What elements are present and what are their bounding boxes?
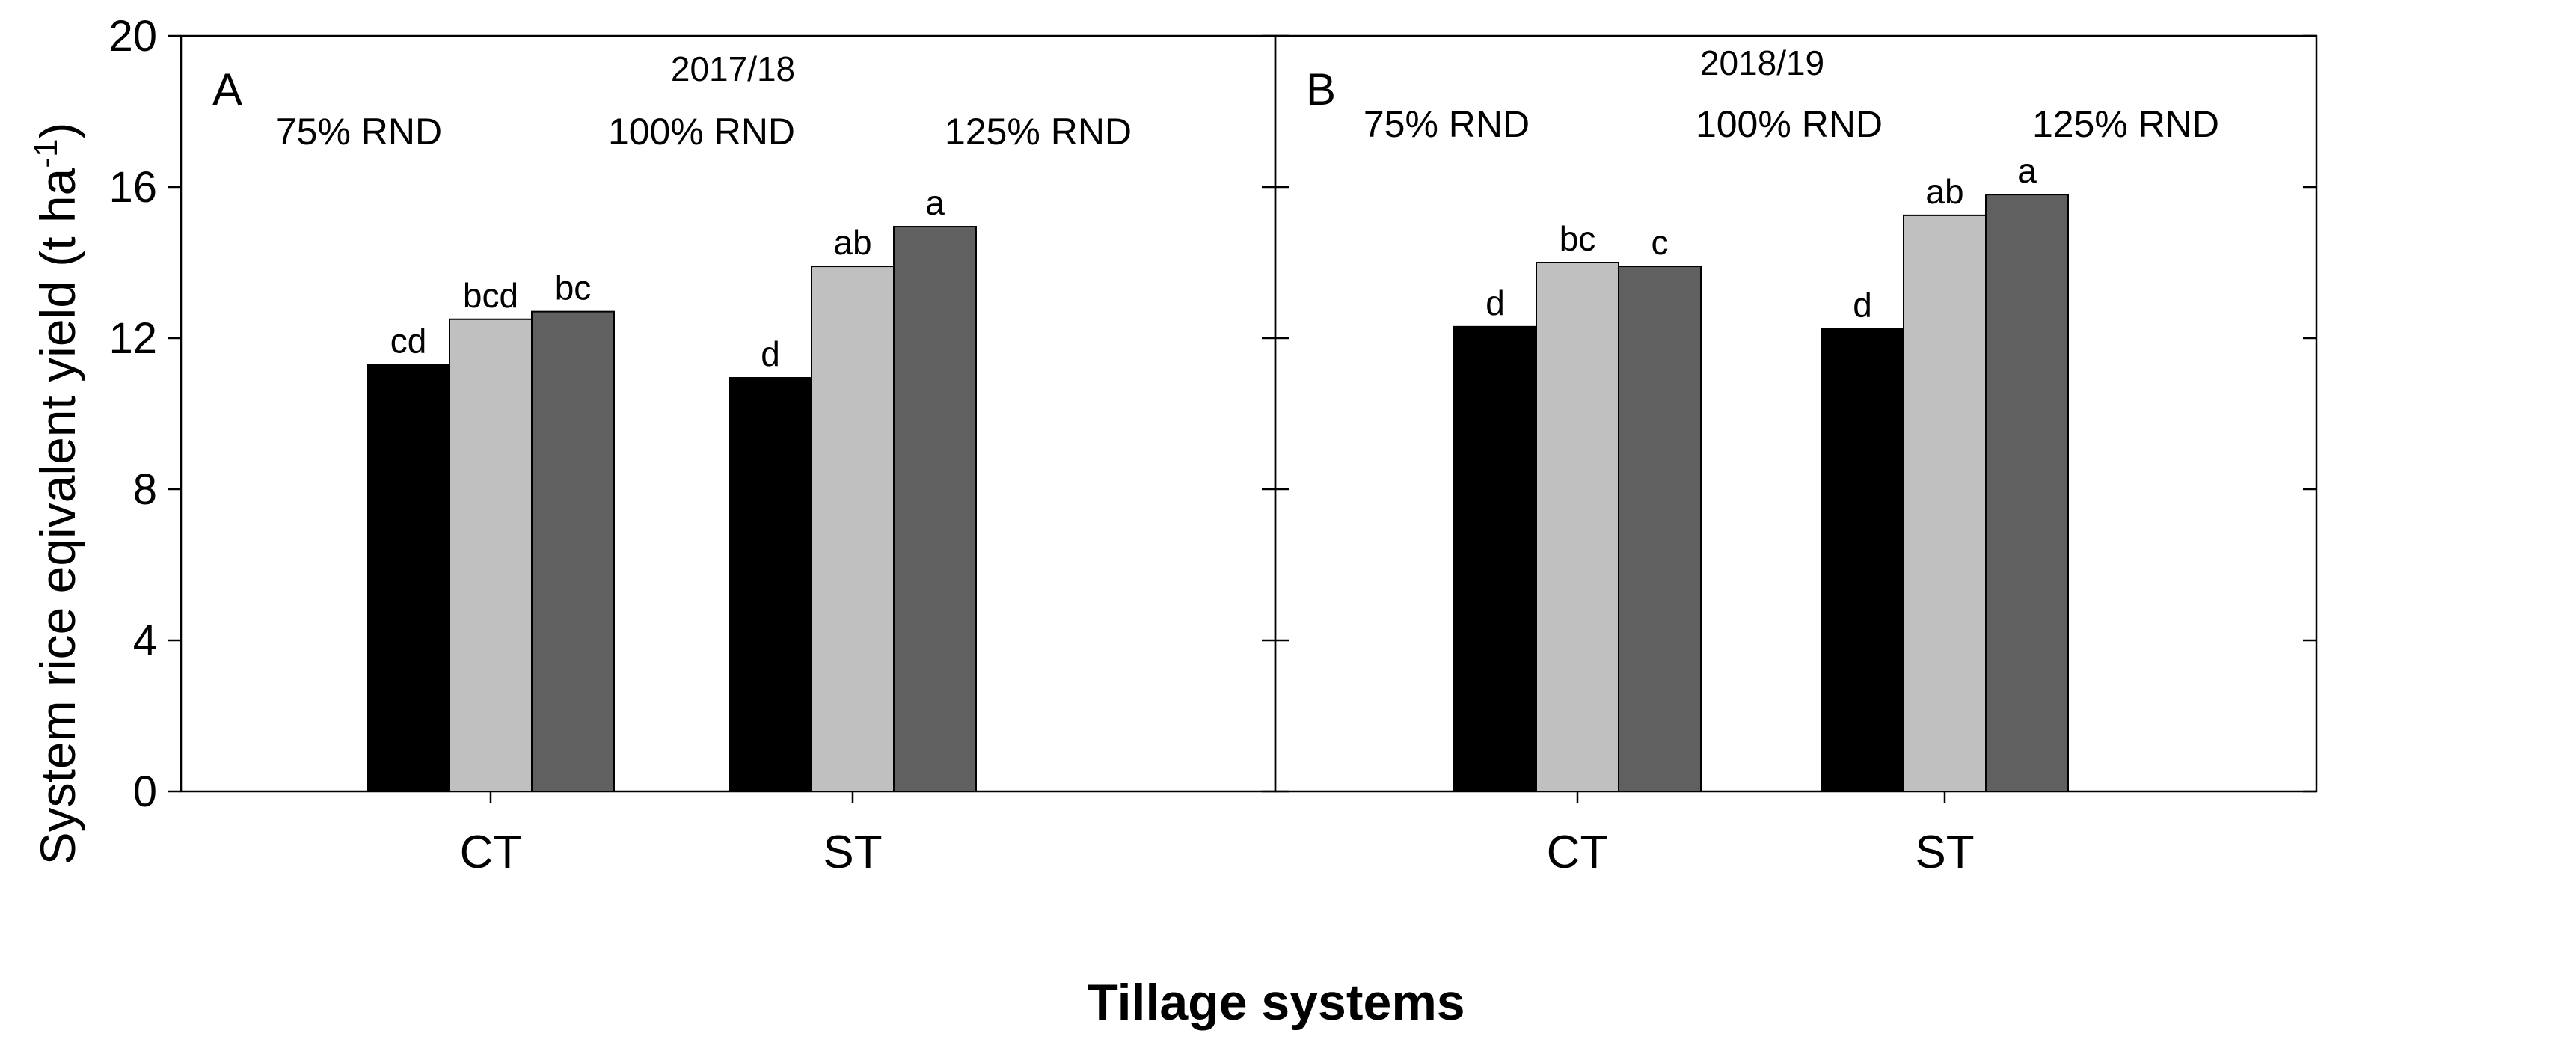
y-axis-title: System rice eqivalent yield (t ha-1) [28, 123, 85, 865]
y-tick-label: 8 [133, 465, 157, 514]
significance-label: d [1485, 284, 1505, 322]
y-tick-label: 16 [108, 163, 157, 212]
panel-frame [1274, 34, 2318, 793]
significance-label: ab [1925, 172, 1963, 211]
x-axis-title: Tillage systems [1087, 974, 1465, 1031]
significance-label: cd [390, 321, 427, 360]
bar-ct-series-2 [1536, 262, 1619, 792]
x-tick-label-ct: CT [460, 827, 522, 878]
significance-label: bc [1560, 219, 1596, 258]
legend-entry-1: 75% RND [276, 111, 442, 153]
bar-st-series-3 [1985, 194, 2069, 793]
bar-ct-series-3 [1618, 266, 1702, 792]
y-axis-title-close: ) [30, 123, 85, 139]
bar-ct-series-2 [449, 318, 533, 792]
x-tick-label-ct: CT [1547, 827, 1609, 878]
panel-B: CT ST d d bc ab c a B 2018/19 75% RND 100% RND 125% … [1274, 34, 2318, 878]
bar-ct-series-3 [531, 310, 615, 792]
significance-label: ab [833, 223, 871, 262]
season-title: 2018/19 [1700, 43, 1824, 82]
significance-label: d [1853, 285, 1872, 324]
x-tick-label-st: ST [1915, 827, 1974, 878]
legend-entry-3: 125% RND [945, 111, 1132, 153]
legend-entry-1: 75% RND [1364, 103, 1530, 145]
x-tick-label-st: ST [823, 827, 882, 878]
significance-label: d [761, 334, 780, 373]
y-axis-title-superscript: -1 [28, 139, 64, 168]
significance-label: bcd [463, 276, 518, 315]
bar-st-series-2 [811, 266, 895, 792]
legend-entry-2: 100% RND [1696, 103, 1883, 145]
bar-st-series-3 [893, 226, 977, 792]
panel-letter: B [1306, 64, 1336, 114]
bar-st-series-1 [1821, 328, 1904, 792]
panel-A: 0 4 8 12 16 20 CT ST cd d bcd ab bc a A 2017/18 75% RND 1… [108, 12, 1277, 878]
season-title: 2017/18 [671, 49, 795, 88]
bar-ct-series-1 [1453, 325, 1537, 793]
significance-label: a [925, 183, 945, 222]
legend-entry-2: 100% RND [608, 111, 795, 153]
y-tick-label: 20 [108, 12, 157, 61]
y-tick-label: 0 [133, 767, 157, 816]
bar-ct-series-1 [367, 364, 450, 793]
significance-label: a [2017, 151, 2037, 190]
significance-label: bc [555, 269, 592, 307]
significance-label: c [1652, 223, 1669, 262]
y-tick-label: 12 [108, 314, 157, 363]
legend-entry-3: 125% RND [2032, 103, 2219, 145]
bar-st-series-2 [1903, 214, 1987, 792]
y-tick-label: 4 [133, 616, 157, 665]
panel-letter: A [212, 64, 242, 114]
y-axis-title-main: System rice eqivalent yield (t ha [30, 168, 85, 865]
bar-st-series-1 [729, 377, 812, 792]
